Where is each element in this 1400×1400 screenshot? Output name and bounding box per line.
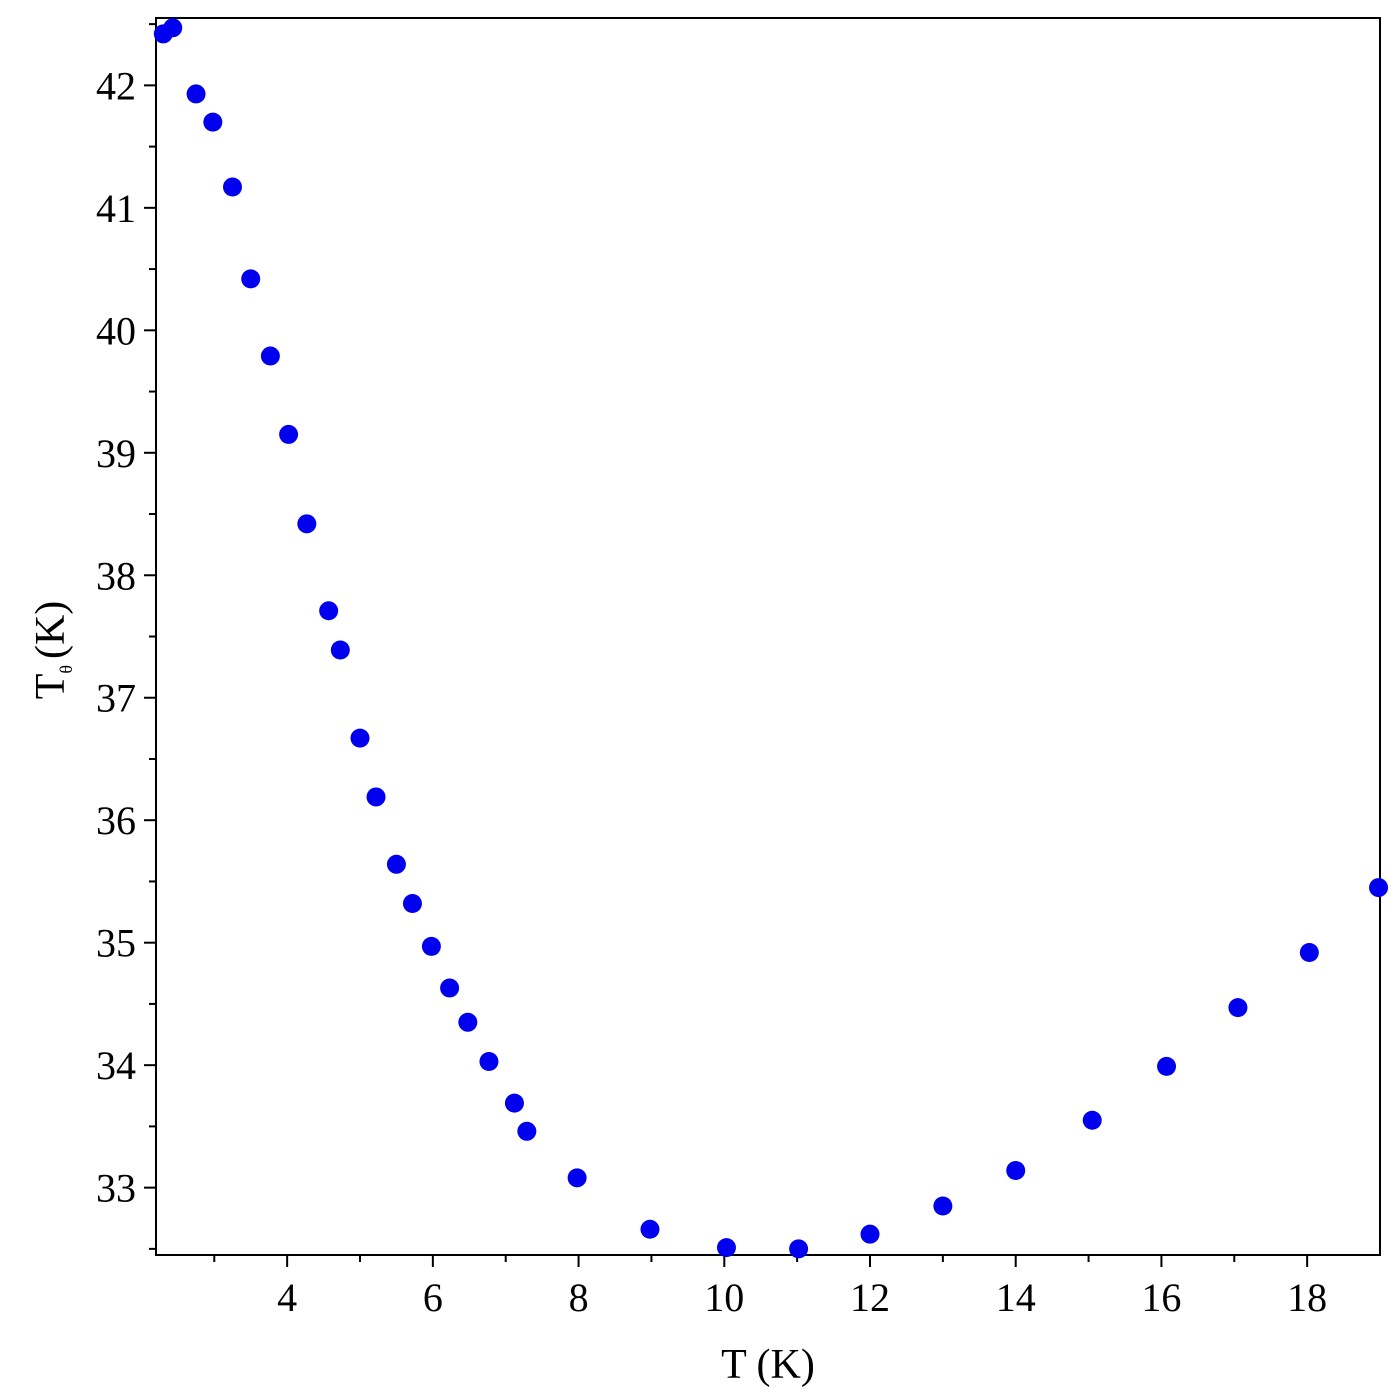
data-point <box>640 1219 660 1239</box>
data-point <box>402 893 422 913</box>
x-tick-label: 4 <box>277 1275 297 1320</box>
data-point <box>479 1051 499 1071</box>
data-point <box>1369 878 1389 898</box>
data-point <box>350 728 370 748</box>
data-point <box>186 84 206 104</box>
data-point <box>716 1238 736 1258</box>
y-tick-label: 39 <box>96 431 136 476</box>
y-tick-label: 36 <box>96 798 136 843</box>
data-points <box>153 18 1389 1259</box>
data-point <box>860 1224 880 1244</box>
data-point <box>789 1239 809 1259</box>
data-point <box>260 346 280 366</box>
x-tick-label: 6 <box>423 1275 443 1320</box>
data-point <box>163 18 183 38</box>
data-point <box>567 1168 587 1188</box>
x-axis-title: T (K) <box>721 1342 815 1388</box>
y-axis-title-subscript: θ <box>56 665 76 674</box>
plot-border <box>155 17 1381 1256</box>
svg-text:Tθ(K): Tθ (K) <box>28 601 76 700</box>
y-tick-label: 38 <box>96 553 136 598</box>
data-point <box>517 1121 537 1141</box>
data-point <box>1082 1110 1102 1130</box>
data-point <box>386 854 406 874</box>
data-point <box>440 978 460 998</box>
data-point <box>504 1093 524 1113</box>
x-tick-label: 10 <box>704 1275 744 1320</box>
data-point <box>1157 1056 1177 1076</box>
data-point <box>1299 942 1319 962</box>
x-tick-label: 14 <box>996 1275 1036 1320</box>
y-axis-ticks: 33 34 35 36 37 38 39 40 41 42 <box>96 23 156 1250</box>
y-axis-title-main: T <box>28 674 74 700</box>
data-point <box>279 424 299 444</box>
data-point <box>297 514 317 534</box>
y-tick-label: 33 <box>96 1166 136 1211</box>
data-point <box>458 1012 478 1032</box>
y-axis-title-unit: (K) <box>28 601 74 659</box>
data-point <box>933 1196 953 1216</box>
data-point <box>366 787 386 807</box>
y-tick-label: 34 <box>96 1043 136 1088</box>
data-point <box>223 177 242 197</box>
x-axis-ticks: 4 6 8 10 12 14 16 18 <box>213 1255 1327 1320</box>
data-point <box>203 112 223 132</box>
y-tick-label: 35 <box>96 921 136 966</box>
x-tick-label: 16 <box>1141 1275 1181 1320</box>
x-tick-label: 12 <box>850 1275 890 1320</box>
y-tick-label: 42 <box>96 63 136 108</box>
y-axis-title: Tθ (K) <box>28 601 76 700</box>
data-point <box>241 269 261 289</box>
y-tick-label: 41 <box>96 186 136 231</box>
plot-frame <box>155 17 1381 1256</box>
data-point <box>1228 998 1248 1018</box>
y-tick-label: 40 <box>96 308 136 353</box>
x-tick-label: 18 <box>1287 1275 1327 1320</box>
x-tick-label: 8 <box>569 1275 589 1320</box>
data-point <box>1006 1160 1026 1180</box>
y-tick-label: 37 <box>96 676 136 721</box>
data-point <box>330 640 350 660</box>
data-point <box>319 601 339 621</box>
data-point <box>421 936 441 956</box>
